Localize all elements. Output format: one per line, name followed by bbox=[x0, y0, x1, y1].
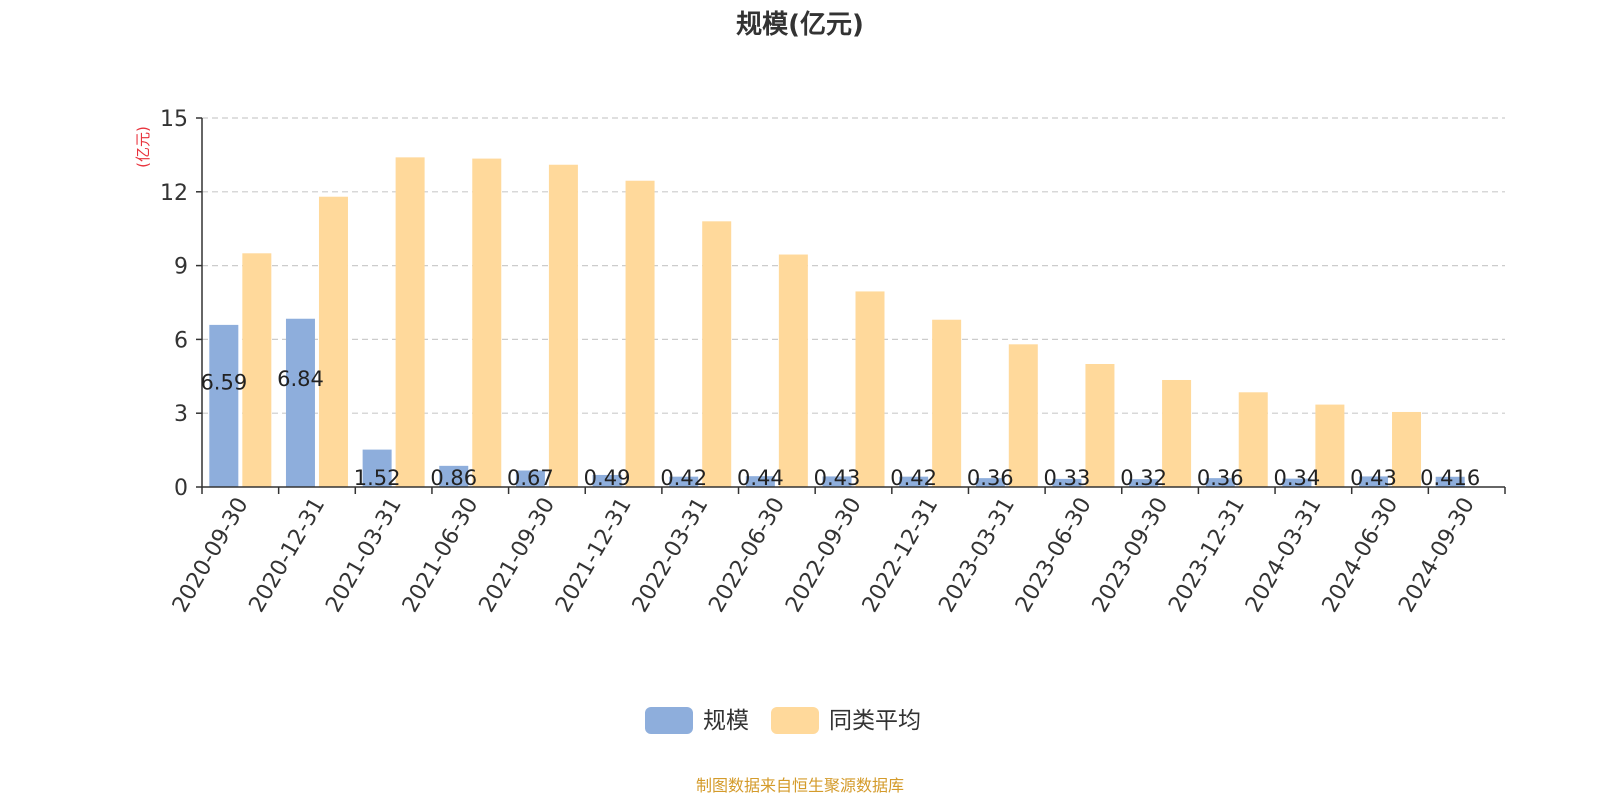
x-tick-label: 2022-03-31 bbox=[628, 494, 714, 617]
x-tick-label: 2023-12-31 bbox=[1164, 494, 1250, 617]
data-label: 0.42 bbox=[660, 466, 707, 490]
y-axis-label: (亿元) bbox=[134, 126, 152, 168]
bar-peer-avg bbox=[855, 291, 885, 487]
bar-peer-avg bbox=[548, 164, 578, 488]
data-label: 0.43 bbox=[1350, 466, 1397, 490]
legend-label[interactable]: 同类平均 bbox=[829, 708, 921, 734]
grid-lines bbox=[202, 117, 1505, 414]
y-tick-label: 15 bbox=[160, 107, 188, 132]
axes: 036912152020-09-302020-12-312021-03-3120… bbox=[160, 107, 1506, 617]
data-label: 0.32 bbox=[1120, 466, 1167, 490]
footer-source: 制图数据来自恒生聚源数据库 bbox=[696, 776, 904, 795]
x-tick-label: 2020-12-31 bbox=[245, 494, 331, 617]
bar-scale bbox=[1435, 476, 1465, 487]
bars bbox=[209, 157, 1465, 488]
bar-scale bbox=[1052, 478, 1082, 487]
data-label: 0.36 bbox=[967, 466, 1014, 490]
bar-peer-avg bbox=[1085, 364, 1115, 487]
data-label: 0.34 bbox=[1273, 466, 1320, 490]
bar-scale bbox=[209, 324, 239, 487]
x-tick-label: 2021-06-30 bbox=[398, 494, 484, 617]
data-label: 0.416 bbox=[1420, 466, 1480, 490]
y-tick-label: 0 bbox=[174, 476, 188, 501]
x-tick-label: 2022-12-31 bbox=[858, 494, 944, 617]
x-tick-label: 2023-09-30 bbox=[1088, 494, 1174, 617]
bar-scale bbox=[515, 470, 545, 487]
bar-scale bbox=[362, 449, 392, 487]
bar-peer-avg bbox=[1238, 392, 1268, 487]
data-label: 0.33 bbox=[1044, 466, 1091, 490]
bar-peer-avg bbox=[318, 196, 348, 487]
bar-peer-avg bbox=[1008, 344, 1038, 487]
x-tick-label: 2023-06-30 bbox=[1011, 494, 1097, 617]
bar-peer-avg bbox=[932, 319, 962, 487]
data-label: 0.44 bbox=[737, 466, 784, 490]
bar-peer-avg bbox=[1315, 404, 1345, 487]
y-tick-label: 9 bbox=[174, 255, 188, 280]
x-tick-label: 2024-03-31 bbox=[1241, 494, 1327, 617]
data-label: 0.86 bbox=[430, 466, 477, 490]
bar-scale bbox=[899, 476, 929, 487]
bar-scale bbox=[592, 474, 622, 487]
bar-peer-avg bbox=[242, 253, 272, 487]
legend-label[interactable]: 规模 bbox=[703, 708, 749, 734]
bar-scale bbox=[1205, 478, 1235, 487]
data-label: 0.36 bbox=[1197, 466, 1244, 490]
bar-peer-avg bbox=[778, 254, 808, 487]
bar-scale bbox=[669, 476, 699, 487]
legend[interactable]: 规模 同类平均 bbox=[645, 707, 921, 734]
bar-scale bbox=[745, 476, 775, 487]
data-label: 6.59 bbox=[200, 371, 247, 395]
chart-title: 规模(亿元) bbox=[736, 10, 864, 40]
legend-swatch[interactable] bbox=[645, 707, 693, 734]
bar-scale bbox=[975, 478, 1005, 487]
bar-scale bbox=[285, 318, 315, 487]
bar-scale bbox=[822, 476, 852, 487]
y-tick-label: 3 bbox=[174, 402, 188, 427]
bar-peer-avg bbox=[702, 221, 732, 487]
x-tick-label: 2022-06-30 bbox=[704, 494, 790, 617]
x-tick-label: 2020-09-30 bbox=[168, 494, 254, 617]
data-labels: 6.59 6.84 1.52 0.86 0.67 0.49 0.42 0.44 0.43 0.42… bbox=[200, 367, 1480, 490]
bar-peer-avg bbox=[472, 158, 502, 487]
data-label: 1.52 bbox=[354, 466, 401, 490]
data-label: 0.67 bbox=[507, 466, 554, 490]
x-tick-label: 2021-12-31 bbox=[551, 494, 637, 617]
bar-scale bbox=[1359, 476, 1389, 487]
data-label: 6.84 bbox=[277, 367, 324, 391]
x-tick-label: 2024-06-30 bbox=[1318, 494, 1404, 617]
y-tick-label: 12 bbox=[160, 181, 188, 206]
x-tick-label: 2022-09-30 bbox=[781, 494, 867, 617]
bar-peer-avg bbox=[625, 180, 655, 488]
x-tick-label: 2023-03-31 bbox=[934, 494, 1020, 617]
x-tick-label: 2021-03-31 bbox=[321, 494, 407, 617]
data-label: 0.42 bbox=[890, 466, 937, 490]
bar-scale bbox=[439, 465, 469, 487]
bar-peer-avg bbox=[1162, 379, 1192, 487]
data-label: 0.43 bbox=[814, 466, 861, 490]
bar-peer-avg bbox=[395, 157, 425, 488]
bar-peer-avg bbox=[1392, 411, 1422, 487]
x-tick-label: 2021-09-30 bbox=[475, 494, 561, 617]
bar-scale bbox=[1129, 479, 1159, 487]
bar-scale bbox=[1282, 478, 1312, 487]
y-tick-label: 6 bbox=[174, 328, 188, 353]
data-label: 0.49 bbox=[584, 466, 631, 490]
legend-swatch[interactable] bbox=[771, 707, 819, 734]
x-tick-label: 2024-09-30 bbox=[1394, 494, 1480, 617]
